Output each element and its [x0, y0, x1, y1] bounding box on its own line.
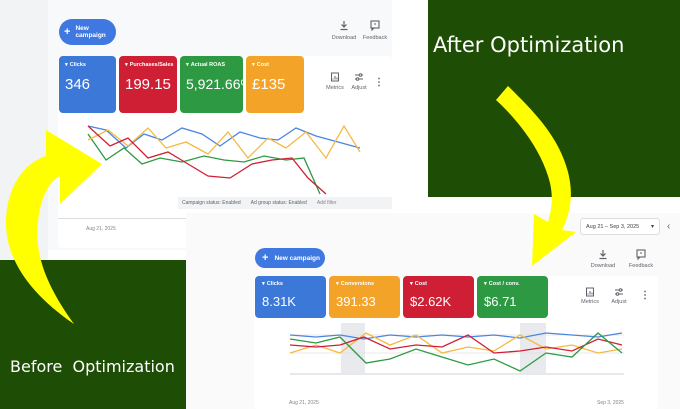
after-card-clicks[interactable]: ▾ Clicks 8.31K	[255, 276, 326, 318]
before-card-roas[interactable]: ▾ Actual ROAS 5,921.66%	[180, 56, 253, 113]
dropdown-triangle-icon: ▾	[252, 62, 255, 68]
new-campaign-label: New campaign	[75, 25, 106, 39]
metrics-icon	[331, 72, 339, 82]
before-series-orange	[87, 124, 361, 160]
dropdown-triangle-icon: ▾	[262, 281, 265, 287]
before-series-blue	[87, 125, 361, 149]
after-series-green	[289, 332, 623, 372]
before-download-button[interactable]: Download	[332, 20, 356, 41]
after-series-blue	[289, 332, 623, 340]
plus-icon: +	[262, 252, 269, 264]
before-series-green	[87, 133, 321, 195]
before-screenshot: + New campaign Download Feedback ▾ Clicks…	[48, 0, 392, 250]
weekend-band-1	[341, 323, 365, 373]
after-card-cost[interactable]: ▾ Cost $2.62K	[403, 276, 474, 318]
before-filter-bar: Campaign status: Enabled Ad group status…	[178, 197, 392, 209]
plus-icon: +	[64, 26, 71, 38]
after-metrics-button[interactable]: Metrics	[578, 287, 602, 305]
download-icon	[340, 21, 348, 31]
before-card-clicks[interactable]: ▾ Clicks 346	[59, 56, 116, 113]
after-x-end-label: Sep 3, 2025	[597, 400, 624, 406]
dropdown-triangle-icon: ▾	[336, 281, 339, 287]
after-new-campaign-button[interactable]: + New campaign	[255, 248, 325, 268]
after-screenshot: Aug 21 – Sep 3, 2025 ▾ ‹ + New campaign …	[186, 213, 680, 409]
date-range-selector[interactable]: Aug 21 – Sep 3, 2025 ▾	[580, 218, 660, 235]
dropdown-caret-icon: ▾	[650, 224, 654, 230]
dropdown-triangle-icon: ▾	[125, 62, 128, 68]
dropdown-triangle-icon: ▾	[484, 281, 487, 287]
before-adjust-button[interactable]: Adjust	[348, 72, 370, 91]
previous-period-chevron-icon[interactable]: ‹	[667, 221, 671, 232]
before-card-cost[interactable]: ▾ Cost £135	[246, 56, 304, 113]
before-card-purchases[interactable]: ▾ Purchases/Sales 199.15	[119, 56, 177, 113]
before-more-menu-icon[interactable]: ⋮	[374, 77, 384, 88]
before-series-red	[87, 125, 327, 195]
after-optimization-label: After Optimization	[433, 33, 625, 57]
dropdown-triangle-icon: ▾	[65, 62, 68, 68]
feedback-icon	[370, 20, 380, 31]
download-icon	[599, 250, 607, 260]
after-series-red	[289, 334, 623, 354]
dropdown-triangle-icon: ▾	[410, 281, 413, 287]
before-metrics-button[interactable]: Metrics	[324, 72, 346, 91]
filter-chip-ad-group-status[interactable]: Ad group status: Enabled	[250, 200, 307, 206]
arrow-to-after-icon	[496, 86, 576, 266]
before-date-label: Aug 21, 2025	[86, 226, 116, 232]
adjust-icon	[355, 73, 363, 81]
metrics-icon	[586, 287, 594, 297]
before-optimization-label: Before Optimization	[10, 357, 175, 376]
dropdown-triangle-icon: ▾	[186, 62, 189, 68]
after-download-button[interactable]: Download	[589, 249, 617, 269]
after-x-start-label: Aug 21, 2025	[289, 400, 319, 406]
after-chart	[282, 323, 632, 398]
after-feedback-button[interactable]: Feedback	[626, 249, 656, 269]
feedback-icon	[636, 249, 646, 260]
adjust-icon	[615, 288, 623, 296]
after-series-orange	[289, 332, 623, 354]
after-more-menu-icon[interactable]: ⋮	[640, 290, 650, 301]
before-feedback-button[interactable]: Feedback	[362, 20, 388, 41]
filter-chip-campaign-status[interactable]: Campaign status: Enabled	[182, 200, 241, 206]
after-card-cost-per-conv[interactable]: ▾ Cost / conv. $6.71	[477, 276, 548, 318]
add-filter-link[interactable]: Add filter	[316, 200, 337, 206]
arrow-to-before-icon	[5, 130, 103, 324]
after-card-conversions[interactable]: ▾ Conversions 391.33	[329, 276, 400, 318]
before-new-campaign-button[interactable]: + New campaign	[59, 19, 116, 45]
after-adjust-button[interactable]: Adjust	[607, 287, 631, 305]
